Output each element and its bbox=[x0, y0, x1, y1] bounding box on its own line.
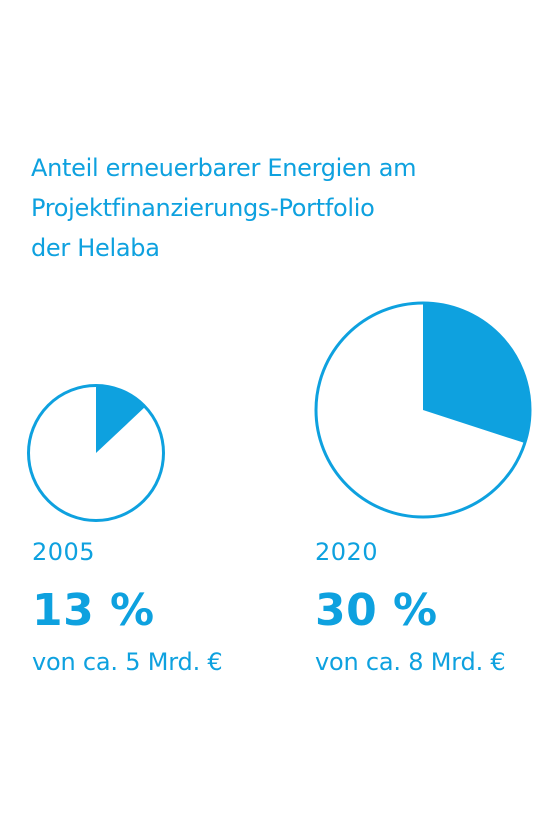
chart-title: Anteil erneuerbarer Energien am Projektf… bbox=[31, 148, 531, 268]
total-2005-label: von ca. 5 Mrd. € bbox=[32, 648, 223, 676]
pie-2020-slice bbox=[423, 303, 530, 444]
total-2020-label: von ca. 8 Mrd. € bbox=[315, 648, 506, 676]
title-line-1: Anteil erneuerbarer Energien am bbox=[31, 154, 417, 182]
pie-2005 bbox=[27, 384, 165, 522]
year-2005-label: 2005 bbox=[32, 538, 96, 566]
pie-2020 bbox=[314, 301, 532, 519]
share-2020-label: 30 % bbox=[315, 585, 438, 636]
title-line-3: der Helaba bbox=[31, 234, 160, 262]
share-2005-label: 13 % bbox=[32, 585, 155, 636]
title-line-2: Projektfinanzierungs-Portfolio bbox=[31, 194, 375, 222]
pie-2005-slice bbox=[96, 385, 146, 453]
year-2020-label: 2020 bbox=[315, 538, 379, 566]
